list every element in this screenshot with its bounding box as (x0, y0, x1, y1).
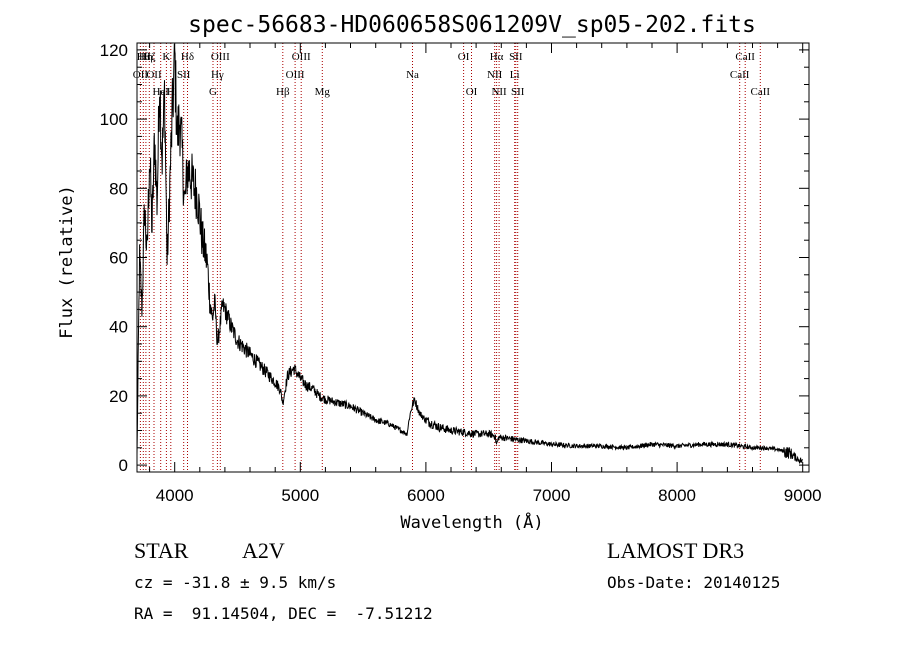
object-class: STAR (134, 538, 189, 563)
x-tick-label: 5000 (281, 486, 319, 505)
line-marker-label: Hα (490, 51, 504, 63)
line-marker-label: Na (406, 69, 419, 81)
line-marker-label: Hδ (181, 51, 194, 63)
observation-date: Obs-Date: 20140125 (607, 573, 781, 592)
chart-title: spec-56683-HD060658S061209V_sp05-202.fit… (188, 12, 756, 38)
y-tick-label: 40 (109, 318, 128, 337)
line-marker-label: CaII (735, 51, 755, 63)
line-marker-label: NII (487, 69, 503, 81)
y-tick-label: 60 (109, 249, 128, 268)
line-marker-label: H (167, 86, 175, 98)
survey-name: LAMOST DR3 (607, 538, 745, 563)
spectral-line-markers (139, 43, 761, 472)
line-marker-label: Li (510, 69, 520, 81)
line-marker-label: SII (511, 86, 525, 98)
line-marker-label: Hθ (137, 51, 150, 63)
line-marker-label: Mg (315, 86, 331, 98)
line-marker-label: Hγ (211, 69, 224, 81)
line-marker-label: OI (458, 51, 470, 63)
redshift-velocity: cz = -31.8 ± 9.5 km/s (134, 573, 337, 592)
line-marker-label: Hβ (276, 86, 290, 98)
y-tick-label: 0 (119, 456, 128, 475)
line-marker-label: OI (466, 86, 478, 98)
line-marker-label: CaII (730, 69, 750, 81)
sky-coordinates: RA = 91.14504, DEC = -7.51212 (134, 604, 433, 623)
line-marker-label: K (162, 51, 170, 63)
line-marker-label: OIII (211, 51, 230, 63)
y-tick-label: 120 (100, 41, 128, 60)
line-marker-label: Hη (139, 51, 153, 63)
x-axis-ticks: 4000 5000 6000 7000 8000 9000 (149, 43, 822, 505)
x-tick-label: 9000 (784, 486, 822, 505)
x-tick-label: 8000 (658, 486, 696, 505)
y-tick-label: 20 (109, 387, 128, 406)
x-tick-label: 6000 (407, 486, 445, 505)
line-marker-label: OIII (292, 51, 311, 63)
line-marker-label: SII (509, 51, 523, 63)
line-marker-label: OII (146, 69, 162, 81)
y-tick-label: 80 (109, 179, 128, 198)
x-axis-label: Wavelength (Å) (400, 511, 543, 533)
spectrum-line (136, 43, 803, 465)
line-marker-label: G (209, 86, 217, 98)
spectral-subclass: A2V (242, 538, 285, 563)
y-axis-ticks: 0 20 40 60 80 100 120 (100, 41, 809, 475)
line-marker-label: SII (177, 69, 191, 81)
line-marker-label: NII (491, 86, 507, 98)
x-tick-label: 4000 (156, 486, 194, 505)
line-marker-label: CaII (751, 86, 771, 98)
x-tick-label: 7000 (533, 486, 571, 505)
line-marker-label: OIII (286, 69, 305, 81)
y-tick-label: 100 (100, 110, 128, 129)
spectral-line-labels: OIIHθHηHζOIIHeIKHSIIHδGHγOIIIHβOIIIOIIIM… (133, 51, 771, 98)
plot-frame (136, 42, 810, 473)
line-marker-label: Hζ (143, 51, 156, 63)
y-axis-label: Flux (relative) (57, 185, 77, 339)
